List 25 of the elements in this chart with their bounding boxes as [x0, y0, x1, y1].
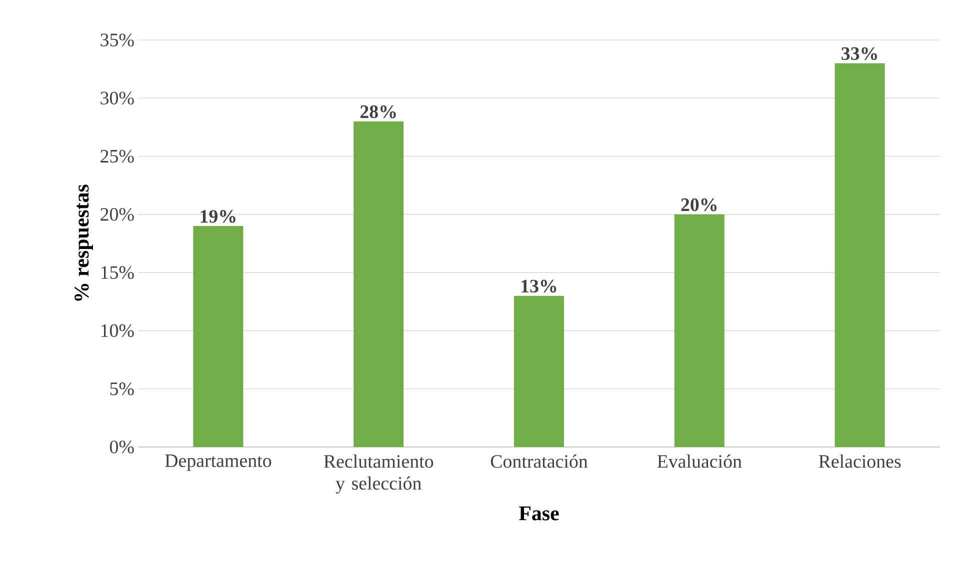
data-label: 19% [200, 210, 236, 223]
y-tick-label: 0% [110, 440, 134, 454]
bar [674, 214, 724, 447]
x-axis-title: Fase [519, 506, 559, 520]
bar [354, 121, 404, 447]
y-tick-label: 10% [101, 324, 134, 338]
y-tick-label: 30% [100, 92, 134, 105]
x-tick-label: Evaluación [657, 454, 742, 468]
bar [193, 226, 244, 447]
data-label: 33% [842, 47, 877, 60]
data-label: 20% [681, 198, 717, 212]
x-tick-label: Contratación [490, 454, 588, 468]
data-label: 28% [360, 105, 396, 118]
y-tick-label: 35% [100, 34, 134, 46]
bar [514, 296, 564, 447]
bar [834, 63, 885, 447]
x-tick-label: Departamento [165, 454, 272, 471]
y-tick-label: 15% [101, 266, 134, 279]
x-tick-label: Relaciones [818, 454, 901, 468]
y-tick-label: 25% [100, 150, 134, 163]
y-axis-title: % respuestas [74, 184, 93, 301]
y-tick-label: 5% [110, 382, 134, 396]
x-tick-label: Reclutamiento y selección [324, 454, 434, 494]
y-tick-label: 20% [100, 208, 134, 221]
data-label: 13% [522, 280, 556, 293]
